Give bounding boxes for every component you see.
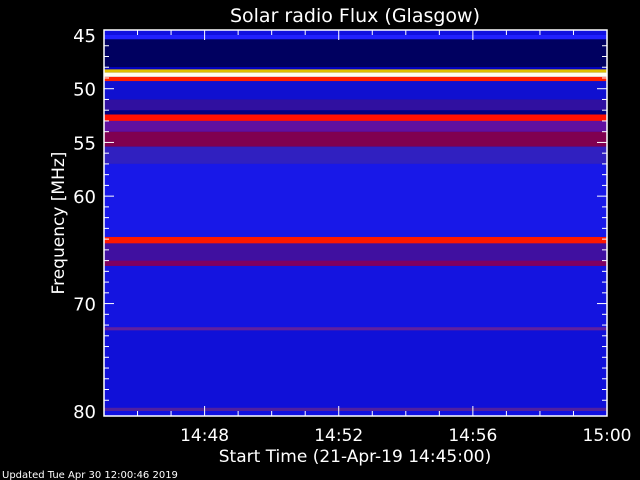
spectrogram-band [104,99,607,111]
y-tick-label: 80 [73,402,96,423]
x-axis-label: Start Time (21-Apr-19 14:45:00) [219,447,491,467]
y-tick-label: 70 [73,295,96,316]
spectrogram-band [104,69,607,73]
spectrogram-band [104,407,607,411]
spectrogram-band [104,67,607,70]
plot-frame [103,29,608,417]
spectrogram-band [104,265,607,328]
y-tick-label: 50 [73,80,96,101]
spectrogram-band [104,114,607,121]
y-tick-label: 60 [73,187,96,208]
x-axis: 14:48 14:52 14:56 15:00 [137,30,632,446]
spectrogram-band [104,330,607,408]
y-axis-label: Frequency [MHz] [49,152,69,295]
spectrogram-band [104,163,607,237]
spectrogram-band [104,81,607,100]
x-tick-label: 15:00 [583,426,632,446]
updated-timestamp: Updated Tue Apr 30 12:00:46 2019 [2,470,178,480]
spectrogram-band [104,72,607,77]
spectrogram-band [104,131,607,147]
y-tick-label: 45 [73,26,96,47]
spectrogram-band [104,110,607,115]
spectrogram-band [104,39,607,68]
spectrogram-band [104,236,607,244]
x-tick-label: 14:48 [180,426,229,446]
spectrogram-band [104,327,607,331]
spectrogram-band [104,243,607,261]
chart-title: Solar radio Flux (Glasgow) [230,5,480,27]
spectrogram-band [104,35,607,40]
spectrogram-band [104,76,607,82]
spectrogram-band [104,120,607,132]
spectrogram-bands [104,30,607,416]
x-tick-label: 14:52 [314,426,363,446]
x-tick-label: 14:56 [448,426,497,446]
y-axis: 45 50 55 60 70 80 [73,26,607,423]
spectrogram-band [104,146,607,164]
y-tick-label: 55 [73,133,96,154]
spectrogram-band [104,260,607,266]
